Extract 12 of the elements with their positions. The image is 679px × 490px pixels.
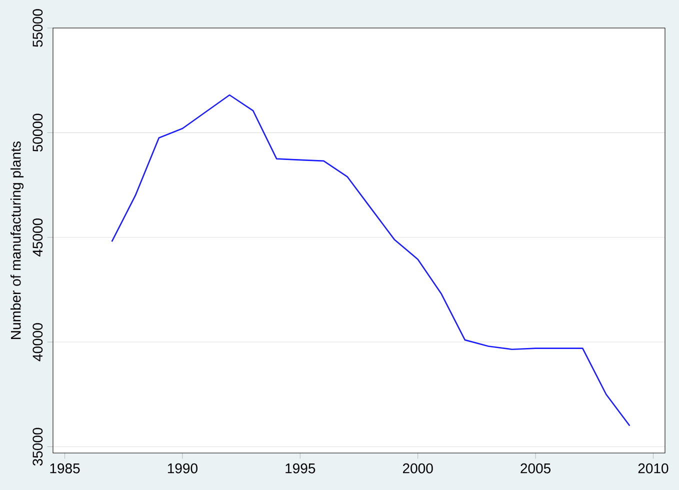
x-tick-label: 1995 [286,463,316,474]
y-tick-label: 40000 [32,323,43,362]
x-tick-label: 1985 [50,463,80,474]
x-tick-label: 2000 [402,463,433,474]
y-axis-title: Number of manufacturing plants [10,141,24,339]
y-tick-label: 55000 [32,9,43,47]
x-tick-label: 1990 [168,463,198,474]
x-tick-label: 2005 [520,463,551,474]
y-tick-label: 35000 [32,428,43,466]
x-tick-label: 2010 [638,463,668,474]
y-tick-label: 50000 [32,114,43,152]
y-tick-label: 45000 [32,218,43,257]
